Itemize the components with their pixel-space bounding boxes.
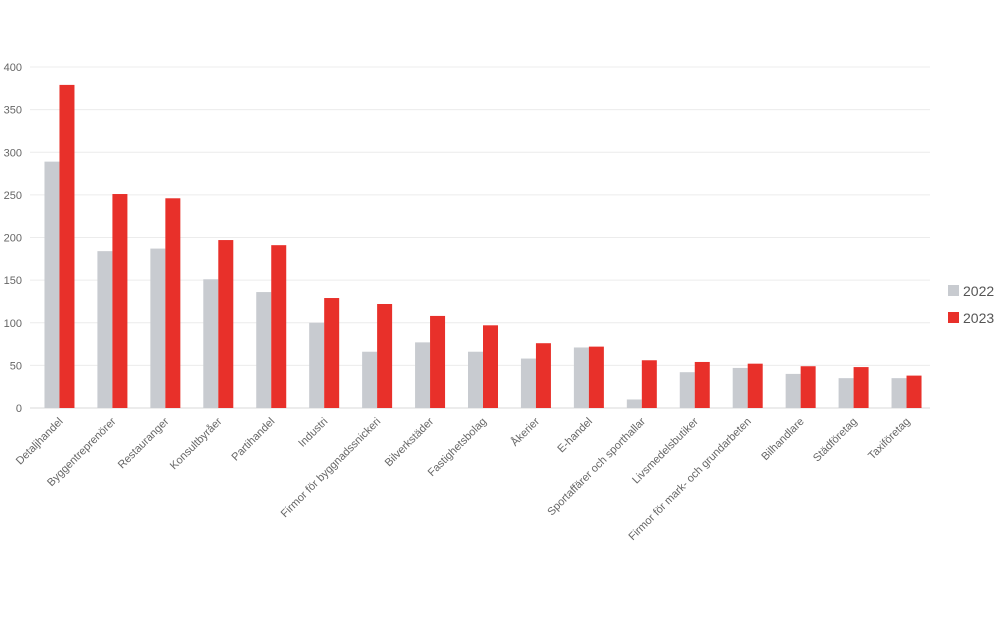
y-tick-label: 200: [4, 233, 22, 245]
bar-2023: [59, 84, 75, 408]
bar-2022: [679, 372, 695, 408]
y-tick-label: 50: [10, 360, 22, 372]
x-tick-label: Taxiföretag: [866, 416, 913, 463]
bar-2022: [309, 322, 325, 408]
bar-2023: [377, 303, 393, 408]
bar-2023: [747, 363, 763, 408]
bar-2023: [853, 367, 869, 408]
y-tick-label: 0: [16, 403, 22, 415]
bar-2023: [271, 245, 287, 408]
bar-2023: [165, 198, 181, 408]
bar-2023: [694, 361, 710, 408]
y-tick-label: 400: [4, 62, 22, 74]
bar-2022: [626, 399, 642, 408]
y-tick-label: 350: [4, 105, 22, 117]
bar-2022: [891, 378, 907, 408]
y-tick-label: 250: [4, 190, 22, 202]
legend-label-2023: 2023: [963, 310, 994, 326]
bar-2022: [256, 292, 272, 408]
y-axis: 0 50 100 150 200 250 300 350 400: [4, 62, 22, 415]
bar-2023: [430, 315, 446, 408]
bar-2022: [785, 373, 801, 408]
legend: 2022 2023: [948, 283, 994, 326]
bar-2023: [535, 343, 551, 408]
x-tick-label: Firmor för byggnadssnickeri: [279, 416, 383, 520]
bar-2022: [732, 367, 748, 408]
bar-2022: [468, 351, 483, 408]
x-tick-label: Fastighetsbolag: [426, 416, 489, 479]
y-tick-label: 300: [4, 147, 22, 159]
bar-2023: [112, 194, 128, 408]
x-tick-label: Åkerier: [508, 415, 542, 449]
legend-swatch-2022: [948, 285, 959, 296]
bar-2022: [150, 248, 166, 408]
legend-label-2022: 2022: [963, 283, 994, 299]
x-tick-label: Detaljhandel: [14, 416, 66, 468]
bar-2022: [573, 347, 589, 408]
bar-2023: [324, 298, 340, 408]
bar-2023: [800, 366, 816, 408]
x-tick-label: Bilhandlare: [759, 416, 806, 463]
bar-2023: [906, 375, 922, 408]
bar-2022: [415, 342, 431, 408]
y-tick-label: 150: [4, 275, 22, 287]
bars: [44, 84, 922, 408]
x-tick-label: Partihandel: [230, 416, 278, 464]
x-tick-label: Konsultbyråer: [168, 415, 225, 472]
legend-swatch-2023: [948, 312, 959, 323]
bar-2022: [44, 161, 60, 408]
bar-2023: [641, 360, 657, 408]
bar-2022: [203, 279, 219, 408]
bar-2022: [838, 378, 854, 408]
x-tick-label: Sportaffärer och sporthallar: [545, 415, 648, 518]
x-tick-label: E-handel: [555, 416, 595, 456]
x-tick-label: Bilverkstäder: [383, 415, 437, 469]
bar-2022: [97, 251, 113, 408]
bar-2023: [588, 346, 604, 408]
bar-2022: [362, 351, 378, 408]
x-tick-label: Restauranger: [116, 415, 172, 471]
bar-2023: [218, 240, 234, 408]
y-tick-label: 100: [4, 318, 22, 330]
x-tick-label: Städföretag: [811, 416, 860, 465]
bar-2023: [483, 325, 498, 408]
bar-2022: [520, 358, 536, 408]
x-tick-label: Industri: [296, 416, 330, 450]
x-axis: DetaljhandelByggentreprenörerRestaurange…: [14, 415, 913, 543]
